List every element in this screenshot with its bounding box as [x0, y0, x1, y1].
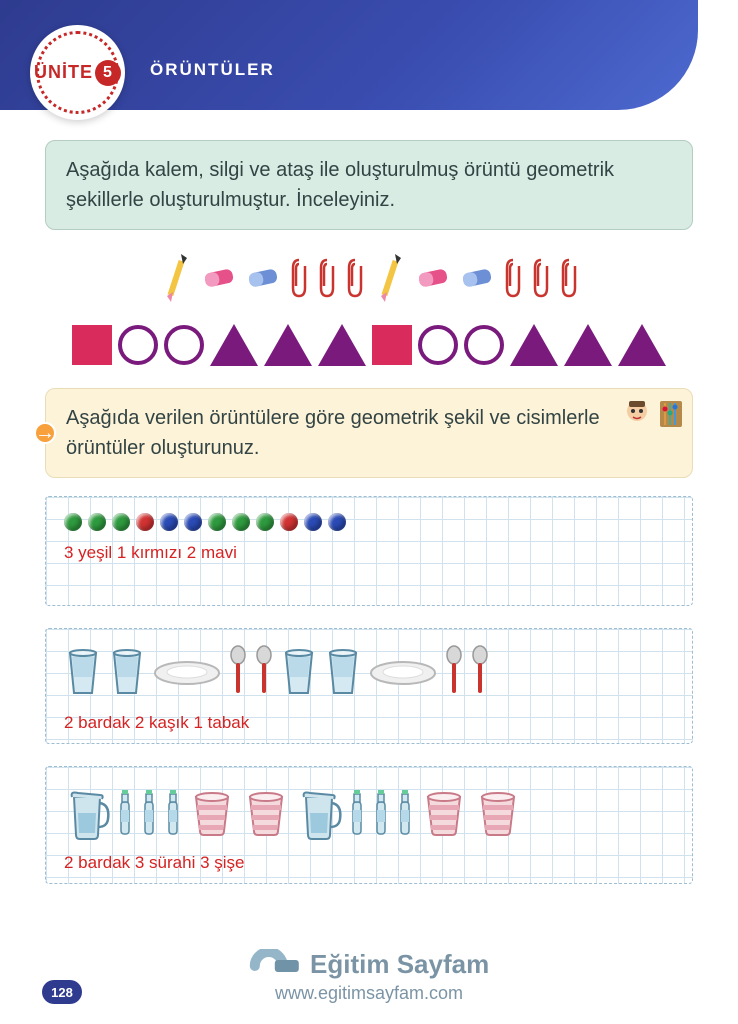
eraser-icon — [201, 263, 237, 291]
paperclip-icon — [503, 254, 523, 300]
bead-r — [280, 513, 298, 531]
bead-r — [136, 513, 154, 531]
glass-icon — [64, 647, 102, 699]
eraser-icon — [415, 263, 451, 291]
containers-row — [64, 783, 674, 841]
bead-b — [304, 513, 322, 531]
spoon-icon — [228, 645, 248, 701]
example-shapes-row — [45, 324, 693, 366]
page-title: ÖRÜNTÜLER — [150, 60, 275, 80]
beads-row — [64, 513, 674, 531]
watermark-url: www.egitimsayfam.com — [249, 983, 489, 1004]
cup-icon — [420, 787, 468, 837]
paperclip-icon — [317, 254, 337, 300]
unit-label-text: ÜNİTE — [34, 61, 93, 81]
instruction-create: → Aşağıda verilen örüntülere göre geomet… — [45, 388, 693, 478]
exercise-kitchen: 2 bardak 2 kaşık 1 tabak — [45, 628, 693, 744]
page-header: ÜNİTE5 ÖRÜNTÜLER — [0, 0, 698, 110]
watermark-logo: Eğitim Sayfam — [249, 949, 489, 983]
instruction-examine: Aşağıda kalem, silgi ve ataş ile oluştur… — [45, 140, 693, 230]
triangle-shape — [510, 324, 558, 366]
square-shape — [372, 325, 412, 365]
spoon-icon — [470, 645, 490, 701]
bottle-icon — [140, 786, 158, 838]
triangle-shape — [264, 324, 312, 366]
bottle-icon — [372, 786, 390, 838]
jug-icon — [296, 783, 342, 841]
circle-shape — [464, 325, 504, 365]
cup-icon — [474, 787, 522, 837]
spoon-icon — [254, 645, 274, 701]
answer-containers: 2 bardak 3 sürahi 3 şişe — [64, 853, 674, 873]
triangle-shape — [618, 324, 666, 366]
circle-shape — [418, 325, 458, 365]
bead-g — [88, 513, 106, 531]
jug-icon — [64, 783, 110, 841]
pencil-icon — [159, 248, 193, 306]
eraser-icon — [245, 263, 281, 291]
triangle-shape — [318, 324, 366, 366]
exercise-containers: 2 bardak 3 sürahi 3 şişe — [45, 766, 693, 884]
kitchen-row — [64, 645, 674, 701]
bead-g — [64, 513, 82, 531]
page-content: Aşağıda kalem, silgi ve ataş ile oluştur… — [0, 110, 738, 884]
triangle-shape — [210, 324, 258, 366]
plate-icon — [368, 658, 438, 688]
exercise-beads: 3 yeşil 1 kırmızı 2 mavi — [45, 496, 693, 606]
cup-icon — [188, 787, 236, 837]
circle-shape — [118, 325, 158, 365]
glass-icon — [324, 647, 362, 699]
bottle-icon — [396, 786, 414, 838]
answer-kitchen: 2 bardak 2 kaşık 1 tabak — [64, 713, 674, 733]
bottle-icon — [164, 786, 182, 838]
page-number-badge: 128 — [42, 980, 82, 1004]
mascot-icon — [620, 397, 684, 431]
unit-number: 5 — [95, 60, 121, 86]
bottle-icon — [116, 786, 134, 838]
bead-g — [256, 513, 274, 531]
triangle-shape — [564, 324, 612, 366]
bead-g — [208, 513, 226, 531]
eraser-icon — [459, 263, 495, 291]
bead-b — [160, 513, 178, 531]
pencil-icon — [373, 248, 407, 306]
watermark: Eğitim Sayfam www.egitimsayfam.com — [249, 949, 489, 1004]
watermark-brand: Eğitim Sayfam — [310, 949, 489, 979]
square-shape — [72, 325, 112, 365]
bead-g — [232, 513, 250, 531]
bead-b — [184, 513, 202, 531]
bead-b — [328, 513, 346, 531]
spoon-icon — [444, 645, 464, 701]
example-objects-row — [45, 248, 693, 306]
paperclip-icon — [345, 254, 365, 300]
bottle-icon — [348, 786, 366, 838]
paperclip-icon — [531, 254, 551, 300]
instruction-create-text: Aşağıda verilen örüntülere göre geometri… — [66, 407, 600, 459]
paperclip-icon — [289, 254, 309, 300]
cup-icon — [242, 787, 290, 837]
plate-icon — [152, 658, 222, 688]
paperclip-icon — [559, 254, 579, 300]
bullet-icon: → — [34, 422, 56, 444]
unit-badge: ÜNİTE5 — [30, 25, 125, 120]
circle-shape — [164, 325, 204, 365]
glass-icon — [280, 647, 318, 699]
glass-icon — [108, 647, 146, 699]
answer-beads: 3 yeşil 1 kırmızı 2 mavi — [64, 543, 674, 563]
unit-label: ÜNİTE5 — [34, 60, 121, 86]
bead-g — [112, 513, 130, 531]
